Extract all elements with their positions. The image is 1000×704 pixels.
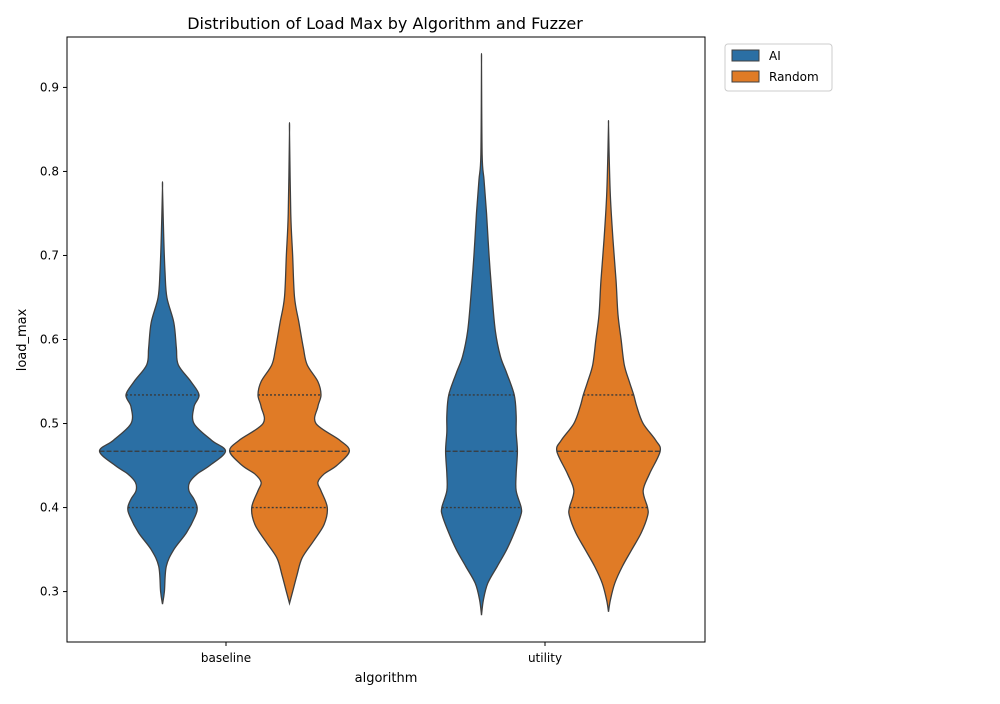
y-tick-label: 0.3	[40, 585, 59, 599]
y-tick-label: 0.8	[40, 164, 59, 178]
violin-random-utility	[555, 119, 662, 612]
y-tick-label: 0.9	[40, 80, 59, 94]
x-tick-label: baseline	[201, 651, 251, 665]
y-tick-label: 0.5	[40, 417, 59, 431]
y-axis: 0.3 0.4 0.5 0.6 0.7 0.8 0.9	[40, 80, 67, 599]
legend-swatch-random	[731, 70, 760, 83]
legend: AI Random	[724, 43, 833, 92]
x-tick-label: utility	[528, 651, 562, 665]
y-tick-label: 0.6	[40, 333, 59, 347]
violin-ai-baseline	[98, 181, 227, 605]
violin-group	[98, 52, 662, 616]
y-tick-label: 0.4	[40, 501, 59, 515]
violin-ai-utility	[440, 52, 523, 616]
y-axis-label: load_max	[15, 308, 30, 371]
legend-label-random: Random	[769, 70, 819, 84]
legend-swatch-ai	[731, 49, 760, 62]
y-tick-label: 0.7	[40, 248, 59, 262]
x-axis-label: algorithm	[355, 671, 418, 686]
x-axis: baseline utility	[201, 642, 562, 665]
chart-title: Distribution of Load Max by Algorithm an…	[187, 14, 583, 33]
legend-label-ai: AI	[769, 49, 781, 63]
violin-random-baseline	[228, 122, 351, 606]
